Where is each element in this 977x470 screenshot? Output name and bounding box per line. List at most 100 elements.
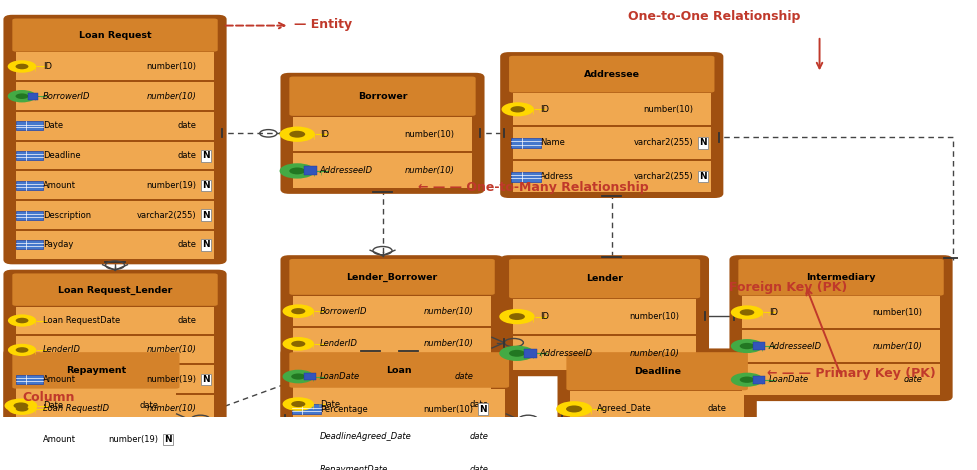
- Text: N: N: [202, 151, 210, 160]
- Text: date: date: [178, 240, 196, 250]
- Text: N: N: [202, 240, 210, 250]
- Text: Deadline: Deadline: [43, 151, 80, 160]
- Text: Agreed_Date: Agreed_Date: [596, 405, 651, 414]
- FancyBboxPatch shape: [17, 53, 214, 80]
- FancyBboxPatch shape: [5, 271, 225, 427]
- Text: N: N: [202, 211, 210, 219]
- FancyBboxPatch shape: [293, 296, 490, 326]
- FancyBboxPatch shape: [292, 404, 320, 414]
- FancyBboxPatch shape: [281, 350, 516, 470]
- FancyBboxPatch shape: [304, 433, 316, 441]
- Text: varchar2(255): varchar2(255): [633, 139, 693, 148]
- Text: number(10): number(10): [628, 349, 678, 358]
- Circle shape: [8, 314, 36, 327]
- Text: number(19): number(19): [147, 375, 196, 384]
- Text: ← — — Primary Key (PK): ← — — Primary Key (PK): [766, 367, 935, 380]
- Circle shape: [730, 339, 762, 353]
- Text: ID: ID: [539, 105, 548, 114]
- Text: Foreign Key (PK): Foreign Key (PK): [728, 281, 846, 294]
- FancyBboxPatch shape: [17, 423, 176, 455]
- Circle shape: [282, 337, 314, 351]
- Text: LenderID: LenderID: [319, 339, 358, 348]
- FancyBboxPatch shape: [17, 336, 214, 363]
- Text: number(10): number(10): [404, 130, 454, 139]
- Text: Deadline: Deadline: [633, 367, 680, 376]
- Circle shape: [730, 373, 762, 387]
- FancyBboxPatch shape: [13, 18, 218, 52]
- Circle shape: [499, 345, 534, 361]
- Circle shape: [730, 306, 762, 320]
- FancyBboxPatch shape: [752, 342, 765, 350]
- FancyBboxPatch shape: [742, 364, 939, 395]
- Circle shape: [289, 167, 305, 174]
- Circle shape: [16, 63, 28, 69]
- FancyBboxPatch shape: [293, 394, 490, 424]
- Text: ID: ID: [319, 130, 328, 139]
- FancyBboxPatch shape: [289, 352, 509, 388]
- FancyBboxPatch shape: [293, 153, 471, 188]
- FancyBboxPatch shape: [17, 151, 43, 160]
- Circle shape: [279, 126, 315, 142]
- Text: Date: Date: [43, 401, 63, 410]
- FancyBboxPatch shape: [293, 421, 505, 452]
- Circle shape: [291, 466, 305, 470]
- FancyBboxPatch shape: [5, 16, 225, 263]
- FancyBboxPatch shape: [281, 74, 483, 193]
- Text: AddresseeID: AddresseeID: [768, 342, 822, 351]
- Circle shape: [282, 397, 314, 411]
- Text: Name: Name: [539, 139, 564, 148]
- FancyBboxPatch shape: [281, 257, 502, 429]
- FancyBboxPatch shape: [17, 306, 214, 334]
- Circle shape: [282, 430, 314, 444]
- Text: N: N: [202, 375, 210, 384]
- FancyBboxPatch shape: [558, 350, 755, 431]
- Circle shape: [499, 309, 534, 324]
- Text: number(19): number(19): [108, 435, 158, 444]
- FancyBboxPatch shape: [511, 172, 540, 182]
- Text: Loan Request_Lender: Loan Request_Lender: [58, 285, 172, 295]
- Text: BorrowerID: BorrowerID: [319, 306, 367, 316]
- Circle shape: [8, 403, 36, 415]
- FancyBboxPatch shape: [512, 299, 696, 334]
- Circle shape: [291, 374, 305, 380]
- Text: AddresseeID: AddresseeID: [319, 166, 372, 175]
- FancyBboxPatch shape: [17, 395, 214, 422]
- Text: Description: Description: [43, 211, 91, 219]
- FancyBboxPatch shape: [17, 211, 43, 219]
- Circle shape: [8, 60, 36, 73]
- Text: Date: Date: [43, 121, 63, 131]
- Text: number(10): number(10): [871, 308, 921, 317]
- Circle shape: [739, 376, 753, 383]
- FancyBboxPatch shape: [293, 361, 490, 392]
- Circle shape: [8, 344, 36, 356]
- FancyBboxPatch shape: [512, 94, 710, 125]
- FancyBboxPatch shape: [17, 201, 214, 229]
- Circle shape: [282, 462, 314, 470]
- FancyBboxPatch shape: [742, 297, 939, 328]
- Circle shape: [16, 406, 28, 412]
- Text: date: date: [454, 372, 473, 381]
- Circle shape: [291, 401, 305, 407]
- Text: ← — — One-to-Many Relationship: ← — — One-to-Many Relationship: [418, 181, 649, 195]
- Text: ID: ID: [768, 308, 777, 317]
- Text: Amount: Amount: [43, 435, 76, 444]
- Text: ID: ID: [539, 312, 548, 321]
- Text: N: N: [699, 139, 706, 148]
- Text: Borrower: Borrower: [358, 92, 406, 101]
- FancyBboxPatch shape: [27, 93, 38, 100]
- Circle shape: [566, 406, 581, 413]
- FancyBboxPatch shape: [13, 352, 180, 389]
- Circle shape: [291, 434, 305, 440]
- Text: date: date: [903, 375, 921, 384]
- Text: Address: Address: [539, 172, 573, 181]
- FancyBboxPatch shape: [293, 454, 505, 470]
- Circle shape: [739, 309, 753, 315]
- Text: N: N: [202, 181, 210, 190]
- Text: LenderID: LenderID: [43, 345, 81, 354]
- Text: Intermediary: Intermediary: [805, 273, 874, 282]
- FancyBboxPatch shape: [512, 336, 696, 370]
- Text: Loan RequestDate: Loan RequestDate: [43, 316, 120, 325]
- Circle shape: [279, 163, 315, 179]
- FancyBboxPatch shape: [17, 375, 43, 384]
- FancyBboxPatch shape: [17, 181, 43, 190]
